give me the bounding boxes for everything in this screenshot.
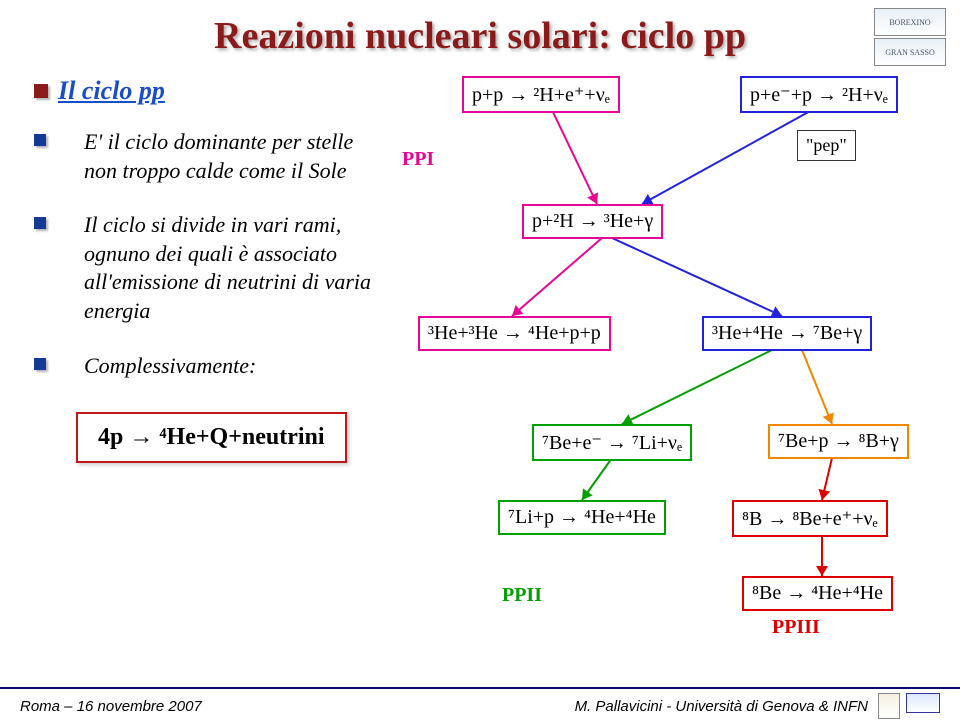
pp-chain-diagram: p+p → ²H+e⁺+νₑ p+e⁻+p → ²H+νₑ "pep" p+²H → … bbox=[402, 76, 926, 616]
reaction-box: ⁸B → ⁸Be+e⁺+νₑ bbox=[732, 500, 888, 537]
reaction-box: ⁷Be+p → ⁸B+γ bbox=[768, 424, 909, 459]
bullet-text: Complessivamente: bbox=[84, 352, 256, 381]
reaction-box: "pep" bbox=[797, 130, 856, 161]
infn-logo-icon bbox=[906, 693, 940, 713]
bullet-icon bbox=[34, 134, 46, 146]
reaction-box: ⁷Be+e⁻ → ⁷Li+νₑ bbox=[532, 424, 692, 461]
bullet-item: E' il ciclo dominante per stelle non tro… bbox=[34, 128, 384, 211]
footer-logos bbox=[878, 693, 940, 719]
result-formula: 4p → ⁴He+Q+neutrini bbox=[76, 412, 347, 463]
chain-label: PPIII bbox=[772, 616, 820, 639]
bullet-icon bbox=[34, 217, 46, 229]
reaction-box: p+²H → ³He+γ bbox=[522, 204, 663, 239]
chain-label: PPI bbox=[402, 148, 434, 171]
slide-footer: Roma – 16 novembre 2007 M. Pallavicini -… bbox=[0, 687, 960, 719]
bullet-item: Complessivamente: bbox=[34, 352, 384, 407]
reaction-box: ³He+³He → ⁴He+p+p bbox=[418, 316, 611, 351]
bullet-text: Il ciclo si divide in vari rami, ognuno … bbox=[84, 211, 384, 325]
bullet-text: E' il ciclo dominante per stelle non tro… bbox=[84, 128, 384, 185]
reaction-box: ⁷Li+p → ⁴He+⁴He bbox=[498, 500, 666, 535]
gransasso-logo: GRAN SASSO bbox=[874, 38, 946, 66]
reaction-box: p+p → ²H+e⁺+νₑ bbox=[462, 76, 620, 113]
footer-right: M. Pallavicini - Università di Genova & … bbox=[575, 698, 868, 715]
footer-left: Roma – 16 novembre 2007 bbox=[20, 698, 202, 715]
unige-logo-icon bbox=[878, 693, 900, 719]
reaction-box: ³He+⁴He → ⁷Be+γ bbox=[702, 316, 872, 351]
chain-label: PPII bbox=[502, 584, 542, 607]
section-heading: Il ciclo pp bbox=[34, 76, 384, 106]
top-logos: BOREXINO GRAN SASSO bbox=[874, 8, 946, 66]
reaction-box: p+e⁻+p → ²H+νₑ bbox=[740, 76, 898, 113]
reaction-box: ⁸Be → ⁴He+⁴He bbox=[742, 576, 893, 611]
bullet-icon bbox=[34, 84, 48, 98]
slide-title: Reazioni nucleari solari: ciclo pp bbox=[34, 14, 926, 58]
heading-text: Il ciclo pp bbox=[58, 76, 165, 106]
borexino-logo: BOREXINO bbox=[874, 8, 946, 36]
bullet-item: Il ciclo si divide in vari rami, ognuno … bbox=[34, 211, 384, 351]
bullet-icon bbox=[34, 358, 46, 370]
